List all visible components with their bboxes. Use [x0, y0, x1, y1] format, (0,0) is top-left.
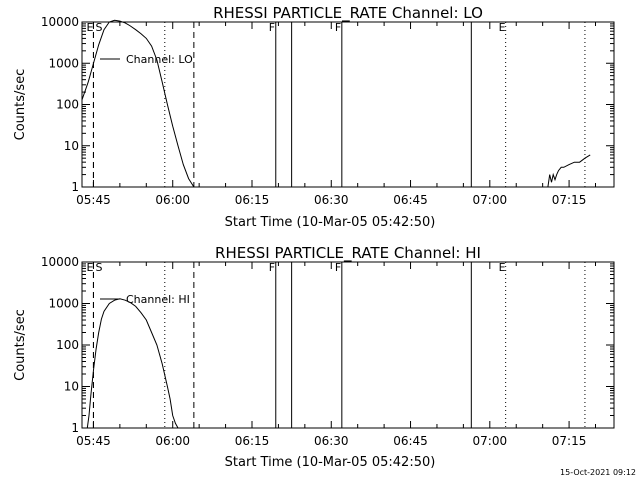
event-flag-label: F: [335, 21, 341, 34]
event-flag-label: F: [335, 261, 341, 274]
x-tick-label: 05:45: [76, 193, 111, 207]
legend-label: Channel: HI: [126, 293, 190, 306]
y-tick-label: 1000: [48, 56, 79, 70]
y-tick-label: 1: [71, 180, 79, 194]
x-tick-label: 07:15: [552, 193, 587, 207]
x-tick-label: 07:00: [473, 434, 508, 448]
y-tick-label: 10000: [41, 15, 79, 29]
y-tick-label: 10: [64, 139, 79, 153]
x-tick-label: 06:45: [393, 193, 428, 207]
x-tick-label: 06:15: [235, 193, 270, 207]
y-tick-label: 100: [56, 98, 79, 112]
y-axis-label: Counts/sec: [13, 309, 28, 381]
event-flag-label: E: [499, 261, 506, 274]
series-line-1: [86, 298, 179, 429]
y-tick-label: 10: [64, 380, 79, 394]
chart-title: RHESSI PARTICLE_RATE Channel: HI: [215, 244, 481, 263]
x-tick-label: 07:00: [473, 193, 508, 207]
x-axis-label: Start Time (10-Mar-05 05:42:50): [225, 215, 436, 230]
y-tick-label: 10000: [41, 255, 79, 269]
generation-timestamp: 15-Oct-2021 09:12: [560, 468, 636, 477]
x-tick-label: 06:30: [314, 434, 349, 448]
y-axis-label: Counts/sec: [13, 69, 28, 141]
plot-frame: [81, 261, 615, 429]
event-flag-label: E: [86, 21, 93, 34]
event-flag-label: F: [269, 21, 275, 34]
plot-frame: [81, 21, 615, 188]
y-tick-label: 1000: [48, 297, 79, 311]
event-flag-label: F: [269, 261, 275, 274]
chart-title: RHESSI PARTICLE_RATE Channel: LO: [213, 4, 483, 23]
x-axis-label: Start Time (10-Mar-05 05:42:50): [225, 455, 436, 470]
event-flag-label: E: [86, 261, 93, 274]
x-tick-label: 06:30: [314, 193, 349, 207]
y-tick-label: 100: [56, 338, 79, 352]
series-line-1: [81, 19, 591, 188]
x-tick-label: 05:45: [76, 434, 111, 448]
y-tick-label: 1: [71, 421, 79, 435]
x-tick-label: 06:15: [235, 434, 270, 448]
event-flag-label: S: [95, 21, 102, 34]
x-tick-label: 07:15: [552, 434, 587, 448]
x-tick-label: 06:00: [155, 193, 190, 207]
event-flag-label: E: [499, 21, 506, 34]
chart-panel-1: RHESSI PARTICLE_RATE Channel: LO 05:45 06:…: [13, 4, 615, 230]
x-tick-label: 06:00: [155, 434, 190, 448]
event-flag-label: S: [95, 261, 102, 274]
chart-panel-2: RHESSI PARTICLE_RATE Channel: HI 05:45 06:…: [13, 244, 615, 470]
x-tick-label: 06:45: [393, 434, 428, 448]
legend-label: Channel: LO: [126, 53, 193, 66]
